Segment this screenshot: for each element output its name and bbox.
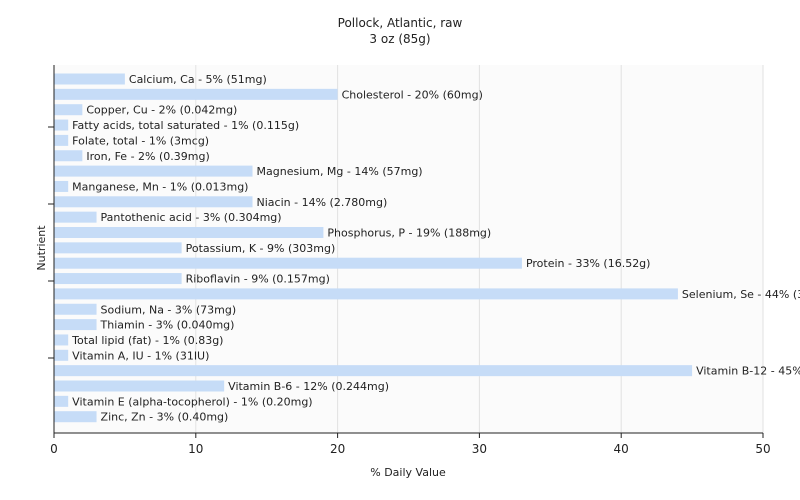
bar-data-label: Sodium, Na - 3% (73mg) — [101, 303, 237, 316]
x-axis-title: % Daily Value — [370, 466, 446, 479]
bar-data-label: Vitamin E (alpha-tocopherol) - 1% (0.20m… — [72, 395, 312, 408]
bar — [54, 334, 69, 346]
bar-data-label: Selenium, Se - 44% (31.0mcg) — [682, 288, 800, 301]
bar-data-label: Total lipid (fat) - 1% (0.83g) — [71, 334, 223, 347]
bar — [54, 73, 125, 85]
bar-data-label: Phosphorus, P - 19% (188mg) — [327, 227, 491, 240]
bar-data-label: Zinc, Zn - 3% (0.40mg) — [101, 411, 229, 424]
bar-data-label: Vitamin B-12 - 45% (2.71mcg) — [696, 365, 800, 378]
bar — [54, 319, 97, 331]
bar-data-label: Fatty acids, total saturated - 1% (0.115… — [72, 119, 299, 132]
x-tick-label: 40 — [614, 442, 629, 456]
x-tick-label: 10 — [188, 442, 203, 456]
bar — [54, 119, 69, 131]
chart-subtitle: 3 oz (85g) — [369, 32, 431, 46]
bar — [54, 303, 97, 315]
bar — [54, 288, 678, 300]
x-tick-label: 30 — [472, 442, 487, 456]
bar — [54, 134, 69, 146]
bar — [54, 380, 225, 392]
bar-data-label: Vitamin B-6 - 12% (0.244mg) — [228, 380, 389, 393]
bar — [54, 104, 83, 116]
bar — [54, 411, 97, 423]
bar-data-label: Potassium, K - 9% (303mg) — [186, 242, 336, 255]
x-tick-label: 50 — [755, 442, 770, 456]
bars: Calcium, Ca - 5% (51mg) Cholesterol - 20%… — [54, 73, 800, 424]
bar-data-label: Copper, Cu - 2% (0.042mg) — [86, 104, 237, 117]
bar-data-label: Folate, total - 1% (3mcg) — [72, 134, 209, 147]
bar-data-label: Cholesterol - 20% (60mg) — [342, 88, 483, 101]
bar — [54, 395, 69, 407]
bar — [54, 211, 97, 223]
bar-data-label: Manganese, Mn - 1% (0.013mg) — [72, 180, 248, 193]
bar — [54, 227, 324, 238]
bar — [54, 257, 522, 269]
bar — [54, 365, 693, 377]
bar-data-label: Protein - 33% (16.52g) — [526, 257, 651, 270]
bar-data-label: Calcium, Ca - 5% (51mg) — [129, 73, 267, 86]
bar — [54, 165, 253, 177]
bar-data-label: Vitamin A, IU - 1% (31IU) — [72, 349, 209, 362]
x-tick-label: 0 — [50, 442, 58, 456]
axes: 0 10 20 30 40 50 — [48, 65, 771, 456]
bar-data-label: Pantothenic acid - 3% (0.304mg) — [101, 211, 282, 224]
bar — [54, 242, 182, 254]
bar — [54, 180, 69, 192]
bar — [54, 196, 253, 208]
bar — [54, 150, 83, 162]
chart-title: Pollock, Atlantic, raw — [337, 16, 463, 30]
y-axis-title: Nutrient — [35, 225, 48, 271]
bar-data-label: Magnesium, Mg - 14% (57mg) — [257, 165, 423, 178]
bar — [54, 349, 69, 361]
x-tick-label: 20 — [330, 442, 345, 456]
bar-data-label: Iron, Fe - 2% (0.39mg) — [86, 150, 209, 163]
bar — [54, 88, 338, 100]
bar-data-label: Thiamin - 3% (0.040mg) — [100, 319, 235, 332]
bar — [54, 273, 182, 285]
bar-data-label: Riboflavin - 9% (0.157mg) — [186, 273, 330, 286]
bar-data-label: Niacin - 14% (2.780mg) — [257, 196, 388, 209]
